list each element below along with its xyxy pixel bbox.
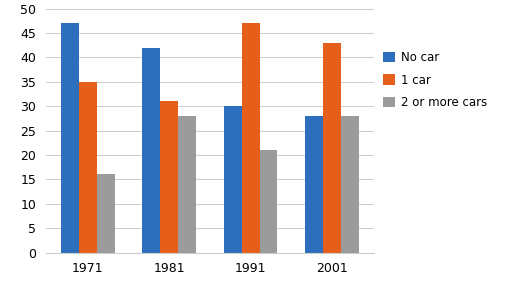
Bar — [97, 174, 115, 253]
Bar — [341, 116, 359, 253]
Bar — [242, 23, 260, 253]
Bar — [260, 150, 278, 253]
Bar — [160, 101, 178, 253]
Bar — [79, 82, 97, 253]
Bar — [305, 116, 323, 253]
Legend: No car, 1 car, 2 or more cars: No car, 1 car, 2 or more cars — [383, 51, 487, 109]
Bar — [323, 43, 341, 253]
Bar — [142, 48, 160, 253]
Bar — [178, 116, 196, 253]
Bar — [224, 106, 242, 253]
Bar — [61, 23, 79, 253]
